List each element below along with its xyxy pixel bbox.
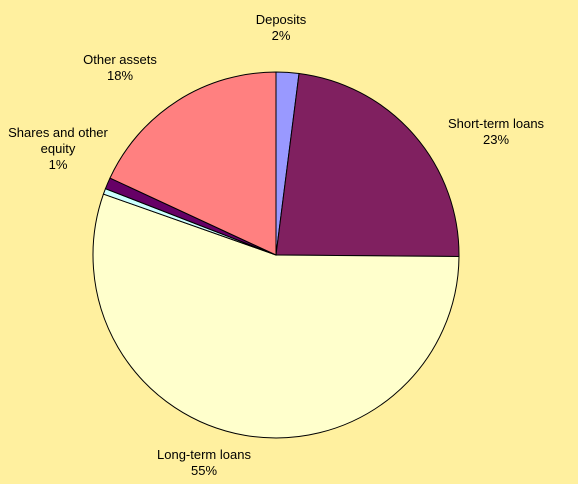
slice-percent: 2% — [271, 28, 291, 43]
pie-slice — [109, 71, 277, 256]
slice-name: Deposits — [255, 12, 307, 27]
slice-label: Short-term loans 23% — [431, 116, 561, 148]
slice-name: Long-term loans — [157, 447, 251, 462]
slice-label: Other assets 18% — [60, 52, 180, 84]
slice-label: Deposits 2% — [221, 12, 341, 44]
slice-name: Short-term loans — [447, 116, 545, 131]
slice-name: Other assets — [83, 52, 157, 67]
slice-percent: 1% — [48, 157, 68, 172]
slice-percent: 23% — [482, 132, 510, 147]
slice-percent: 18% — [106, 68, 134, 83]
slice-label: Long-term loans 55% — [134, 447, 274, 479]
pie-slice — [92, 193, 460, 439]
slice-label: Shares and other equity 1% — [3, 125, 113, 173]
slice-name: Shares and other equity — [8, 125, 108, 156]
slice-percent: 55% — [190, 463, 218, 478]
pie-slice — [275, 72, 460, 257]
